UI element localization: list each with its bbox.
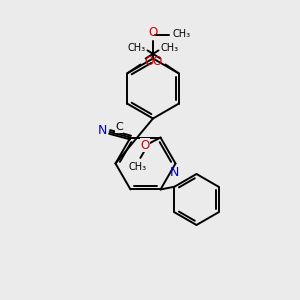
Text: CH₃: CH₃ [128, 161, 146, 172]
Text: CH₃: CH₃ [160, 43, 179, 53]
Text: N: N [170, 166, 180, 178]
Text: O: O [148, 26, 158, 39]
Text: CH₃: CH₃ [172, 29, 190, 39]
Text: N: N [98, 124, 107, 137]
Text: O: O [140, 139, 149, 152]
Text: C: C [115, 122, 123, 132]
Text: CH₃: CH₃ [127, 43, 146, 53]
Text: O: O [144, 55, 153, 68]
Text: O: O [153, 55, 162, 68]
